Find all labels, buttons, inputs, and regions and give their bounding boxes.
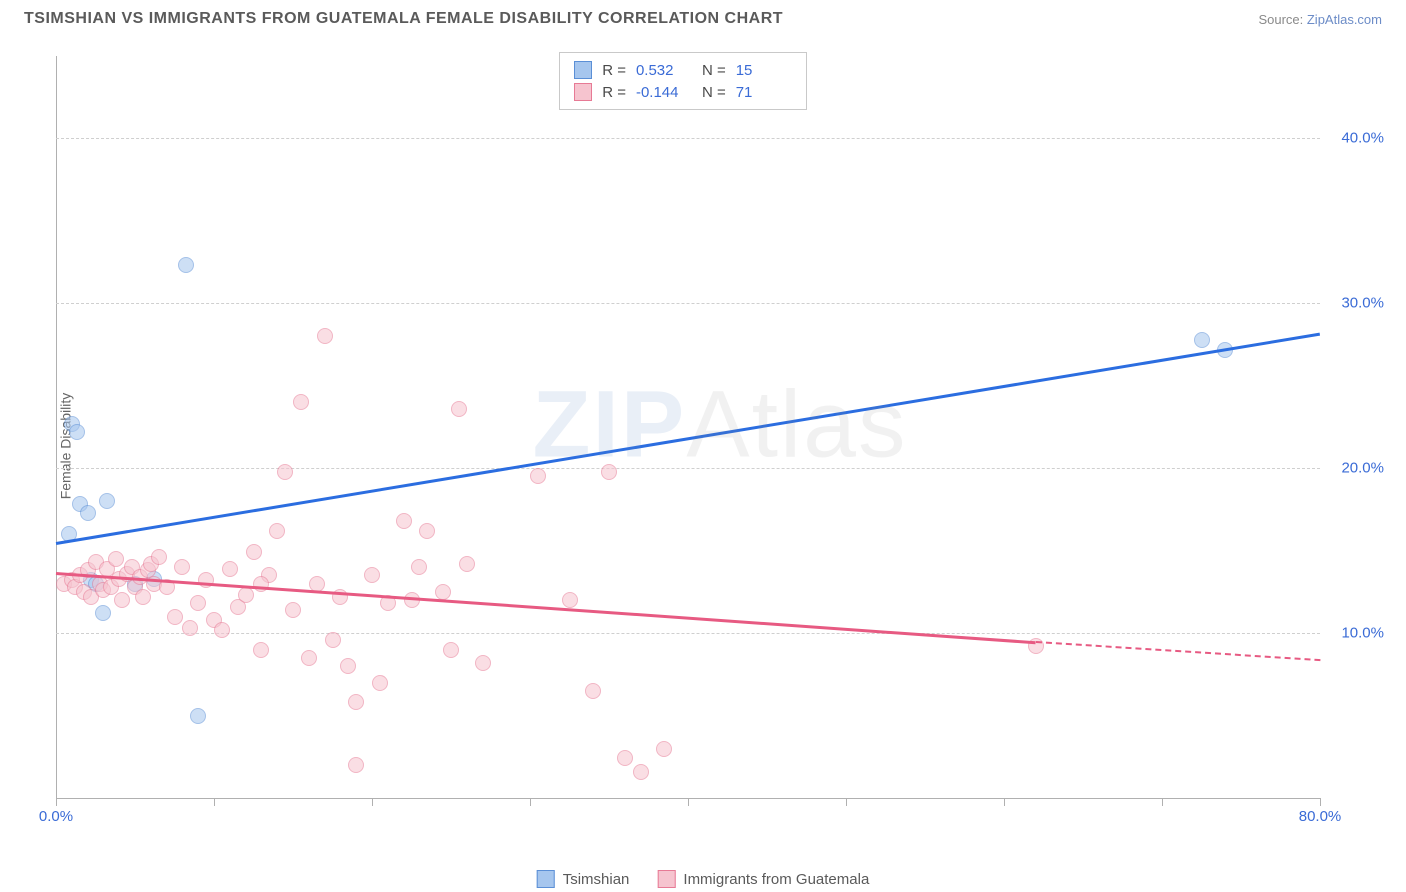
x-tick-label: 80.0% bbox=[1299, 808, 1342, 825]
data-point bbox=[601, 464, 617, 480]
x-tick-mark bbox=[372, 798, 373, 806]
data-point bbox=[151, 549, 167, 565]
x-tick-label: 0.0% bbox=[39, 808, 73, 825]
data-point bbox=[108, 551, 124, 567]
legend-r-value: 0.532 bbox=[636, 62, 692, 79]
source-link[interactable]: ZipAtlas.com bbox=[1307, 12, 1382, 27]
data-point bbox=[301, 650, 317, 666]
data-point bbox=[443, 642, 459, 658]
legend-swatch bbox=[574, 61, 592, 79]
data-point bbox=[285, 602, 301, 618]
x-tick-mark bbox=[1004, 798, 1005, 806]
legend-n-value: 71 bbox=[736, 84, 792, 101]
x-tick-mark bbox=[214, 798, 215, 806]
y-tick-label: 10.0% bbox=[1341, 625, 1384, 642]
x-tick-mark bbox=[530, 798, 531, 806]
correlation-legend: R = 0.532 N = 15 R = -0.144 N = 71 bbox=[559, 52, 807, 110]
data-point bbox=[475, 655, 491, 671]
legend-row: R = 0.532 N = 15 bbox=[574, 59, 792, 81]
data-point bbox=[95, 605, 111, 621]
bottom-legend-item: Tsimshian bbox=[537, 870, 630, 888]
legend-r-value: -0.144 bbox=[636, 84, 692, 101]
data-point bbox=[167, 609, 183, 625]
legend-n-label: N = bbox=[702, 84, 726, 101]
data-point bbox=[459, 556, 475, 572]
data-point bbox=[238, 587, 254, 603]
data-point bbox=[656, 741, 672, 757]
data-point bbox=[396, 513, 412, 529]
data-point bbox=[364, 567, 380, 583]
legend-swatch bbox=[574, 83, 592, 101]
chart-title: TSIMSHIAN VS IMMIGRANTS FROM GUATEMALA F… bbox=[24, 10, 783, 28]
source-prefix: Source: bbox=[1258, 12, 1306, 27]
data-point bbox=[562, 592, 578, 608]
data-point bbox=[404, 592, 420, 608]
x-tick-mark bbox=[56, 798, 57, 806]
gridline bbox=[56, 633, 1320, 634]
bottom-legend-item: Immigrants from Guatemala bbox=[657, 870, 869, 888]
x-tick-mark bbox=[1162, 798, 1163, 806]
y-tick-label: 20.0% bbox=[1341, 460, 1384, 477]
data-point bbox=[269, 523, 285, 539]
data-point bbox=[419, 523, 435, 539]
data-point bbox=[80, 505, 96, 521]
data-point bbox=[174, 559, 190, 575]
source-attribution: Source: ZipAtlas.com bbox=[1258, 12, 1382, 27]
data-point bbox=[277, 464, 293, 480]
y-axis-line bbox=[56, 56, 57, 798]
x-tick-mark bbox=[846, 798, 847, 806]
data-point bbox=[317, 328, 333, 344]
bottom-legend: Tsimshian Immigrants from Guatemala bbox=[537, 870, 870, 888]
data-point bbox=[190, 708, 206, 724]
data-point bbox=[246, 544, 262, 560]
data-point bbox=[372, 675, 388, 691]
data-point bbox=[451, 401, 467, 417]
bottom-legend-label: Tsimshian bbox=[563, 871, 630, 888]
legend-swatch bbox=[657, 870, 675, 888]
y-tick-label: 30.0% bbox=[1341, 295, 1384, 312]
legend-n-value: 15 bbox=[736, 62, 792, 79]
data-point bbox=[99, 493, 115, 509]
data-point bbox=[214, 622, 230, 638]
legend-row: R = -0.144 N = 71 bbox=[574, 81, 792, 103]
data-point bbox=[348, 694, 364, 710]
data-point bbox=[182, 620, 198, 636]
data-point bbox=[135, 589, 151, 605]
data-point bbox=[411, 559, 427, 575]
data-point bbox=[617, 750, 633, 766]
data-point bbox=[253, 642, 269, 658]
data-point bbox=[114, 592, 130, 608]
legend-r-label: R = bbox=[602, 84, 626, 101]
data-point bbox=[222, 561, 238, 577]
gridline bbox=[56, 468, 1320, 469]
trend-line bbox=[56, 333, 1320, 545]
data-point bbox=[340, 658, 356, 674]
gridline bbox=[56, 303, 1320, 304]
data-point bbox=[69, 424, 85, 440]
data-point bbox=[530, 468, 546, 484]
data-point bbox=[1194, 332, 1210, 348]
data-point bbox=[198, 572, 214, 588]
trend-line bbox=[1036, 641, 1321, 661]
legend-n-label: N = bbox=[702, 62, 726, 79]
data-point bbox=[435, 584, 451, 600]
bottom-legend-label: Immigrants from Guatemala bbox=[683, 871, 869, 888]
data-point bbox=[348, 757, 364, 773]
data-point bbox=[325, 632, 341, 648]
x-tick-mark bbox=[688, 798, 689, 806]
data-point bbox=[293, 394, 309, 410]
legend-r-label: R = bbox=[602, 62, 626, 79]
legend-swatch bbox=[537, 870, 555, 888]
data-point bbox=[178, 257, 194, 273]
data-point bbox=[633, 764, 649, 780]
data-point bbox=[190, 595, 206, 611]
data-point bbox=[585, 683, 601, 699]
chart-plot-area: 10.0%20.0%30.0%40.0%0.0%80.0%R =0.532N =… bbox=[50, 46, 1390, 836]
x-tick-mark bbox=[1320, 798, 1321, 806]
y-tick-label: 40.0% bbox=[1341, 130, 1384, 147]
gridline bbox=[56, 138, 1320, 139]
